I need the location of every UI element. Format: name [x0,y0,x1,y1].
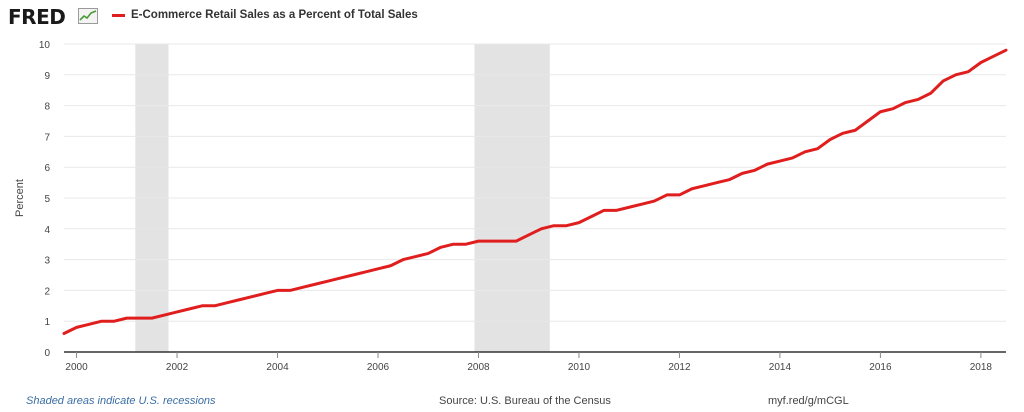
y-tick-label-8: 8 [44,102,50,113]
y-tick-label-4: 4 [44,225,50,236]
x-tick-label-2012: 2012 [668,362,691,373]
x-tick-label-2010: 2010 [568,362,591,373]
x-tick-label-2018: 2018 [970,362,993,373]
y-tick-label-3: 3 [44,256,50,267]
y-tick-label-6: 6 [44,163,50,174]
short-url-link[interactable]: myf.red/g/mCGL [768,395,849,407]
recessions-note: Shaded areas indicate U.S. recessions [26,395,216,407]
legend-swatch [112,13,125,17]
x-tick-label-2006: 2006 [367,362,390,373]
x-tick-label-2002: 2002 [166,362,189,373]
x-tick-label-2008: 2008 [467,362,490,373]
y-tick-label-9: 9 [44,71,50,82]
y-tick-label-7: 7 [44,132,50,143]
fred-logo[interactable]: FRED [8,5,66,29]
grid-layer [64,43,1006,322]
y-axis-label: Percent [14,179,26,217]
legend: E-Commerce Retail Sales as a Percent of … [112,9,418,21]
y-tick-label-1: 1 [44,317,50,328]
y-tick-label-2: 2 [44,286,50,297]
y-tick-label-5: 5 [44,194,50,205]
series-layer [62,48,1008,336]
y-tick-label-0: 0 [44,348,50,359]
line-chart-icon [78,8,98,24]
x-tick-label-2004: 2004 [266,362,289,373]
legend-label: E-Commerce Retail Sales as a Percent of … [131,9,418,21]
source-text: Source: U.S. Bureau of the Census [439,395,611,407]
x-tick-label-2000: 2000 [65,362,88,373]
y-tick-label-10: 10 [39,40,51,51]
x-tick-label-2014: 2014 [769,362,792,373]
series-line-0 [62,48,1008,336]
x-tick-label-2016: 2016 [869,362,892,373]
axis-layer: 0 1 2 3 4 5 6 7 8 9 10 2000 2002 2004 2006 2008 2010 2012… [39,40,1006,373]
